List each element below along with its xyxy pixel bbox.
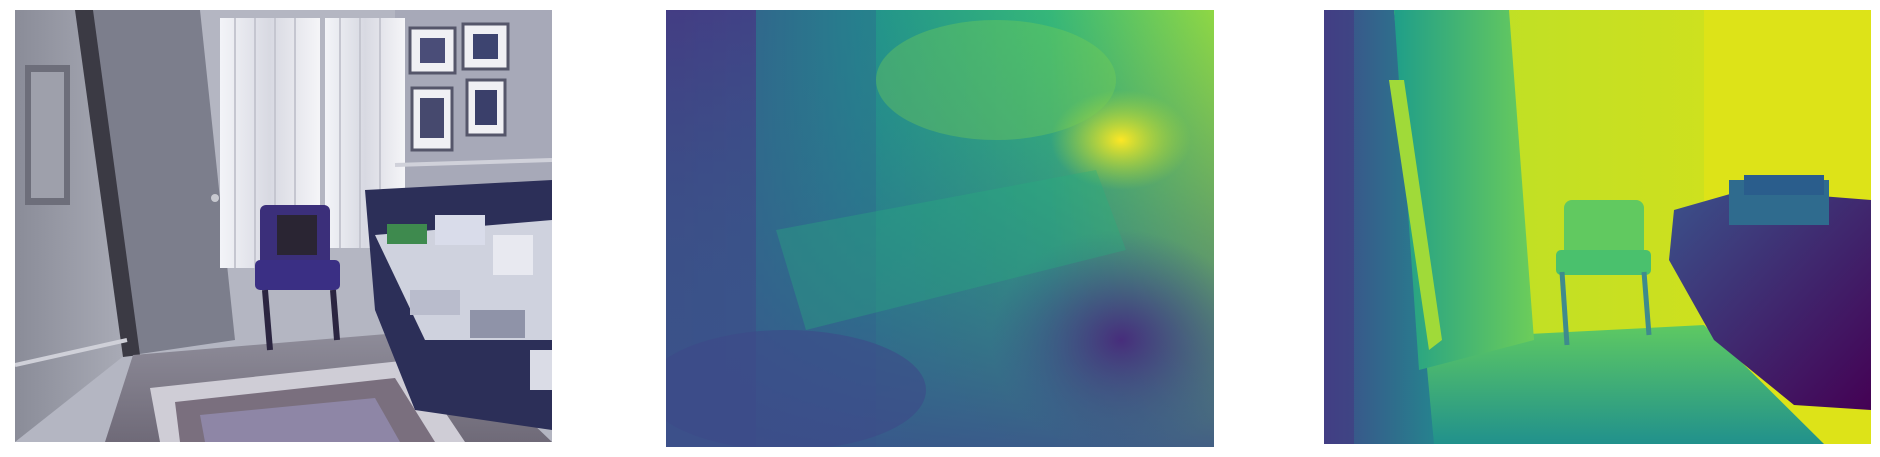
office-chair [255,205,340,351]
wall-pictures [408,22,510,152]
rgb-image-panel [15,10,552,442]
ground-truth-depth-panel [1324,10,1871,444]
predicted-depth-panel [666,10,1214,447]
ground-truth-depth-map [1324,10,1871,444]
desk [365,180,552,430]
desk-silhouette [1669,175,1871,410]
chair-silhouette [1556,200,1652,346]
predicted-depth-map [666,10,1214,447]
office-photo [15,10,552,442]
